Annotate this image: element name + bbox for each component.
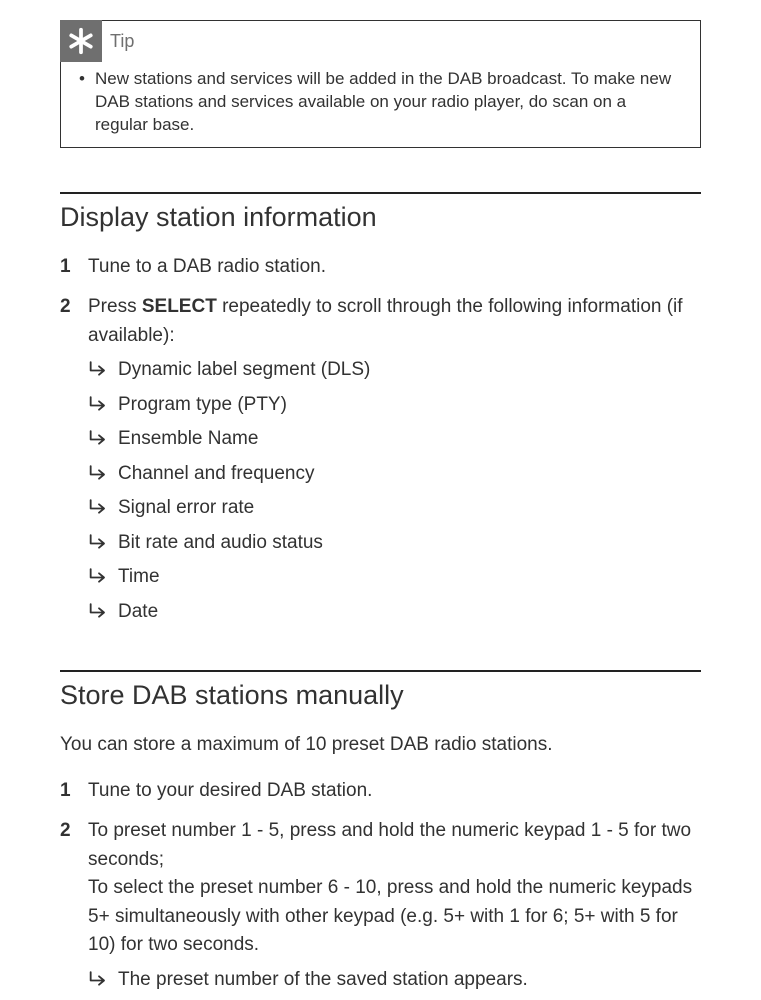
step-number: 2 <box>60 817 74 1000</box>
step-result: The preset number of the saved station a… <box>88 966 701 995</box>
section-title: Display station information <box>60 202 701 233</box>
section-intro: You can store a maximum of 10 preset DAB… <box>60 731 701 759</box>
select-key-label: SELECT <box>142 296 217 317</box>
result-arrow-icon <box>88 360 110 376</box>
info-item-bitrate: Bit rate and audio status <box>88 529 701 558</box>
step-number: 1 <box>60 777 74 806</box>
info-item-text: Channel and frequency <box>118 460 314 489</box>
step-number: 2 <box>60 293 74 632</box>
result-arrow-icon <box>88 533 110 549</box>
tip-asterisk-icon <box>60 20 102 62</box>
result-arrow-icon <box>88 498 110 514</box>
result-arrow-icon <box>88 567 110 583</box>
section-store-dab-manually: Store DAB stations manually You can stor… <box>60 670 701 1000</box>
step-body: To preset number 1 - 5, press and hold t… <box>88 817 701 1000</box>
info-item-text: Date <box>118 598 158 627</box>
info-item-text: Bit rate and audio status <box>118 529 323 558</box>
info-item-date: Date <box>88 598 701 627</box>
step-text: To preset number 1 - 5, press and hold t… <box>88 820 692 955</box>
result-arrow-icon <box>88 602 110 618</box>
section-title: Store DAB stations manually <box>60 680 701 711</box>
tip-box: Tip New stations and services will be ad… <box>60 20 701 148</box>
info-item-text: Signal error rate <box>118 494 254 523</box>
info-item-dls: Dynamic label segment (DLS) <box>88 356 701 385</box>
info-item-text: Program type (PTY) <box>118 391 287 420</box>
result-arrow-icon <box>88 970 110 986</box>
step-body: Press SELECT repeatedly to scroll throug… <box>88 293 701 632</box>
step-1: 1 Tune to a DAB radio station. <box>60 253 701 282</box>
step-2: 2 To preset number 1 - 5, press and hold… <box>60 817 701 1000</box>
result-arrow-icon <box>88 395 110 411</box>
result-arrow-icon <box>88 464 110 480</box>
result-arrow-icon <box>88 429 110 445</box>
info-item-time: Time <box>88 563 701 592</box>
section-display-station-info: Display station information 1 Tune to a … <box>60 192 701 633</box>
step-text: Tune to a DAB radio station. <box>88 253 701 282</box>
info-item-signal-error: Signal error rate <box>88 494 701 523</box>
info-item-ensemble: Ensemble Name <box>88 425 701 454</box>
tip-body-text: New stations and services will be added … <box>61 62 700 147</box>
tip-label: Tip <box>110 31 134 52</box>
step-1: 1 Tune to your desired DAB station. <box>60 777 701 806</box>
tip-header: Tip <box>60 20 700 62</box>
step-result-text: The preset number of the saved station a… <box>118 966 528 995</box>
info-item-channel-freq: Channel and frequency <box>88 460 701 489</box>
info-item-pty: Program type (PTY) <box>88 391 701 420</box>
step-2: 2 Press SELECT repeatedly to scroll thro… <box>60 293 701 632</box>
info-item-text: Dynamic label segment (DLS) <box>118 356 370 385</box>
info-item-text: Time <box>118 563 160 592</box>
info-item-text: Ensemble Name <box>118 425 258 454</box>
step-text-pre: Press <box>88 296 142 317</box>
step-text: Tune to your desired DAB station. <box>88 777 701 806</box>
step-number: 1 <box>60 253 74 282</box>
